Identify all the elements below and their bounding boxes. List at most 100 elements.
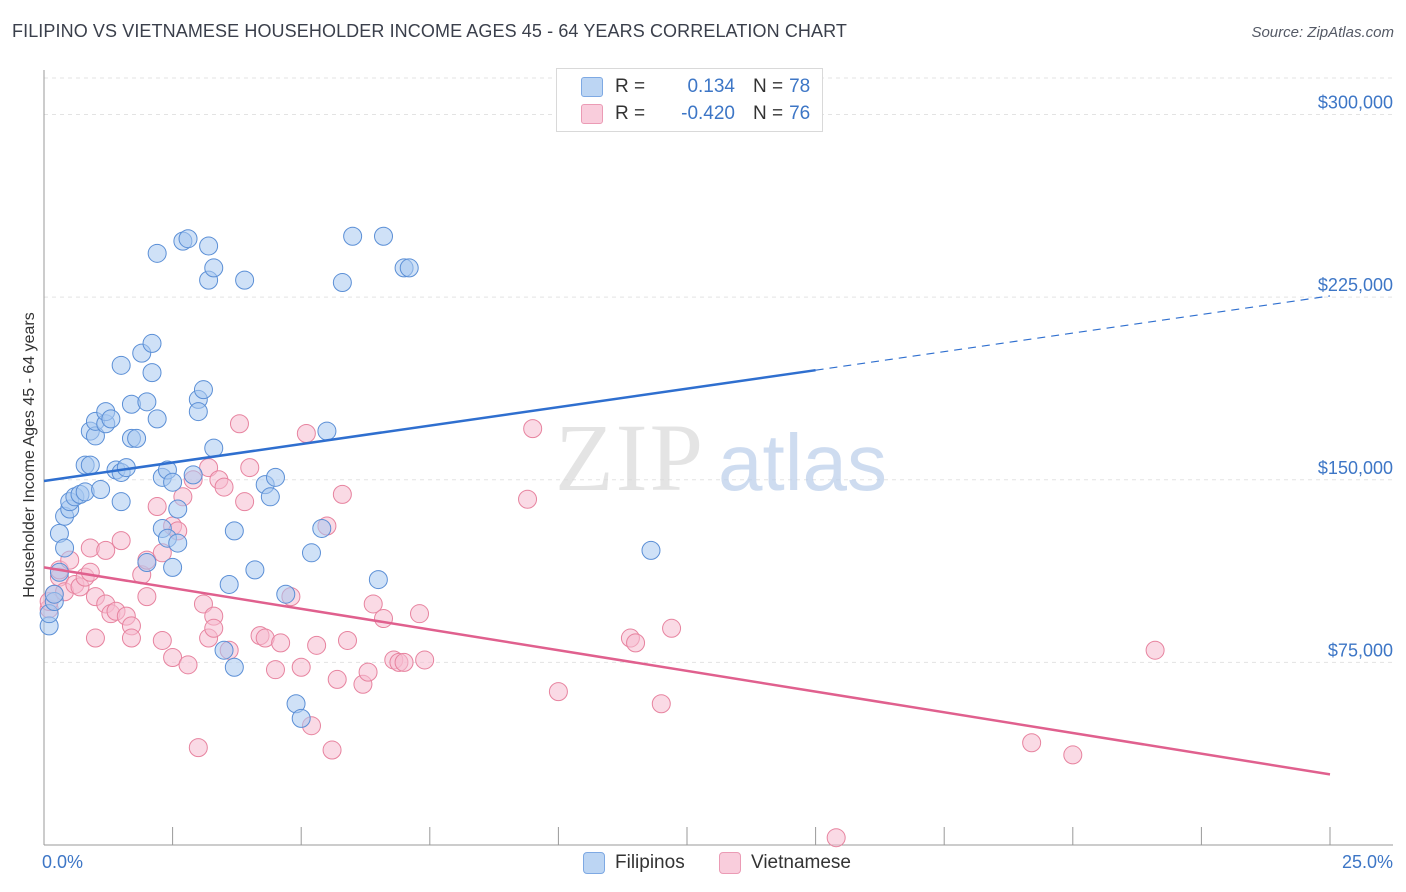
vietnamese-point [358,662,378,682]
filipinos-point [374,226,394,246]
vietnamese-point [1063,745,1083,765]
y-tick-labels: $75,000 $150,000 $225,000 $300,000 [1318,93,1393,661]
legend-n-value: 78 [789,76,811,97]
filipinos-point [224,657,244,677]
filipinos-point [44,584,64,604]
filipinos-point [178,229,198,249]
trend-lines [43,295,1331,776]
vietnamese-point [523,419,543,439]
vietnamese-point [548,682,568,702]
filipinos-point [168,499,188,519]
x-label-left: 0.0% [42,852,83,872]
vietnamese-point [80,562,100,582]
vietnamese-point [188,738,208,758]
vietnamese-point [1022,733,1042,753]
y-tick-label: $300,000 [1318,93,1393,113]
watermark-zip: ZIP [555,404,705,511]
filipinos-point [219,574,239,594]
filipinos-point [260,487,280,507]
filipinos-point [399,258,419,278]
source-label: Source: ZipAtlas.com [1251,24,1394,41]
filipinos-point [199,236,219,256]
vietnamese-point [240,458,260,478]
filipinos-point [111,492,131,512]
gridlines [44,77,1393,663]
filipinos-point [343,226,363,246]
vietnamese-point [1145,640,1165,660]
filipinos-point [368,570,388,590]
legend: R = 0.134 N = 78 R = -0.420 N = 76 [556,68,823,132]
y-tick-label: $225,000 [1318,275,1393,295]
filipinos-point [163,472,183,492]
legend-n-value: 76 [789,103,811,124]
vietnamese-point [374,609,394,629]
bottom-legend-label-filipinos: Filipinos [615,852,685,873]
vietnamese-point [229,414,249,434]
legend-n-label: N = [753,76,784,97]
filipinos-point [147,409,167,429]
filipinos-point [312,518,332,538]
legend-r-value: -0.420 [681,103,735,124]
filipinos-point [641,540,661,560]
vietnamese-point [307,635,327,655]
vietnamese-point [121,628,141,648]
filipinos-point [317,421,337,441]
legend-row-vietnamese: R = -0.420 N = 76 [581,101,810,127]
vietnamese-point [152,630,172,650]
legend-r-label: R = [615,103,646,124]
filipino-points [39,226,661,728]
vietnamese-point [415,650,435,670]
vietnamese-point [85,628,105,648]
filipinos-point [49,562,69,582]
legend-swatch-vietnamese [581,104,603,124]
vietnamese-point [363,594,383,614]
filipinos-point [183,465,203,485]
vietnamese-point [518,489,538,509]
filipinos-point [55,538,75,558]
vietnamese-point [337,630,357,650]
vietnamese-point [662,618,682,638]
watermark: ZIP atlas [555,404,887,511]
vietnamese-point [204,618,224,638]
vietnamese-point [394,652,414,672]
bottom-legend-vietnamese: Vietnamese [719,852,851,874]
axes [43,70,1393,846]
vietnamese-point [178,655,198,675]
filipinos-point [80,455,100,475]
filipino-trend-line [43,368,816,483]
filipinos-point [188,402,208,422]
vietnamese-point [332,484,352,504]
watermark-atlas: atlas [718,418,887,507]
filipinos-point [111,355,131,375]
vietnamese-point [214,477,234,497]
legend-r-value: 0.134 [687,76,735,97]
filipinos-point [142,333,162,353]
filipinos-point [193,380,213,400]
filipinos-point [235,270,255,290]
filipinos-point [332,273,352,293]
vietnamese-point [410,604,430,624]
filipinos-point [168,533,188,553]
filipinos-point [301,543,321,563]
filipinos-point [224,521,244,541]
vietnamese-point [96,540,116,560]
vietnamese-point [163,648,183,668]
filipinos-point [147,243,167,263]
bottom-legend-label-vietnamese: Vietnamese [751,852,851,873]
vietnamese-point [826,828,846,848]
vietnamese-point [271,633,291,653]
filipinos-point [291,708,311,728]
vietnamese-point [626,633,646,653]
filipino-trend-extension [815,295,1331,371]
filipinos-point [265,467,285,487]
legend-r-label: R = [615,76,646,97]
bottom-legend-swatch-vietnamese [719,852,741,874]
legend-n-label: N = [753,103,784,124]
filipinos-point [276,584,296,604]
vietnamese-trend-line [43,566,1331,776]
y-tick-label: $75,000 [1328,640,1393,660]
legend-row-filipinos: R = 0.134 N = 78 [581,74,810,100]
vietnamese-point [137,587,157,607]
filipinos-point [142,363,162,383]
filipinos-point [127,428,147,448]
